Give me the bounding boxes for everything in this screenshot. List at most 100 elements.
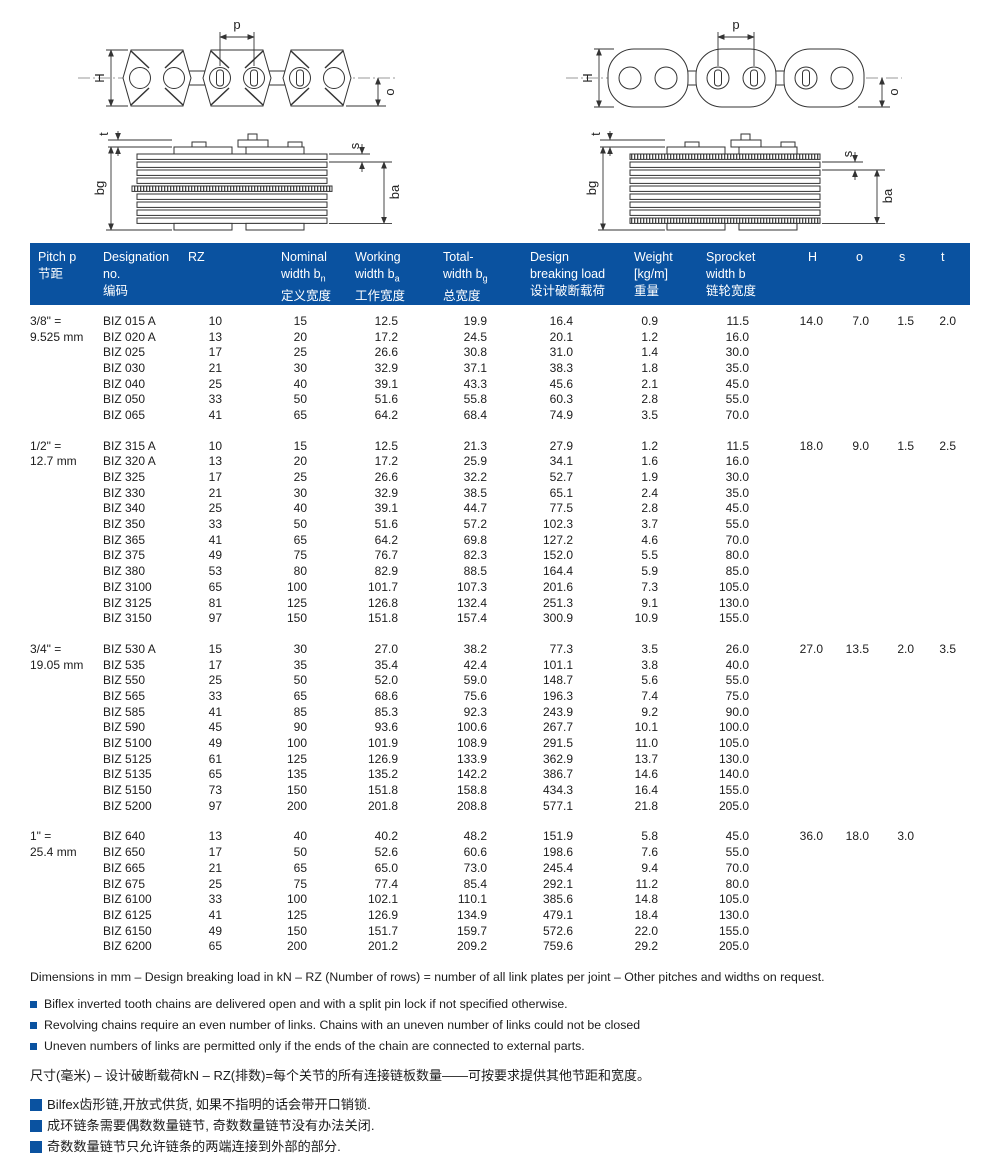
- cell-working-width: 26.6: [374, 345, 398, 360]
- cell-t: [914, 407, 956, 423]
- cell-s: [869, 735, 914, 751]
- cell-rz: 97: [208, 611, 222, 626]
- cell-pitch: [30, 907, 103, 923]
- cell-total-width: 37.1: [463, 360, 487, 375]
- cell-sprocket-width: 55.0: [725, 845, 749, 860]
- cell-rz: 45: [208, 720, 222, 735]
- cell-s: [869, 579, 914, 595]
- cell-rz: 15: [208, 641, 222, 656]
- cell-nominal-width: 40: [293, 376, 307, 391]
- cell-designation: BIZ 015 A: [103, 313, 156, 328]
- cell-weight: 16.4: [634, 783, 658, 798]
- cell-pitch: 1/2" =: [30, 438, 62, 453]
- cell-breaking-load: 16.4: [549, 313, 573, 328]
- cell-breaking-load: 34.1: [549, 454, 573, 469]
- cell-filler: [956, 532, 970, 548]
- cell-designation: BIZ 3125: [103, 595, 152, 610]
- cell-weight: 1.2: [641, 438, 658, 453]
- cell-filler: [956, 454, 970, 470]
- cell-s: [869, 844, 914, 860]
- cell-o: [823, 469, 869, 485]
- cell-t: [914, 516, 956, 532]
- cell-total-width: 142.2: [456, 767, 487, 782]
- cell-weight: 9.2: [641, 704, 658, 719]
- cell-rz: 13: [208, 454, 222, 469]
- cell-total-width: 134.9: [456, 907, 487, 922]
- cell-breaking-load: 198.6: [542, 845, 573, 860]
- cell-pitch: [30, 485, 103, 501]
- cell-t: [914, 704, 956, 720]
- cell-t: [914, 548, 956, 564]
- cell-filler: [956, 923, 970, 939]
- dim-label-o: o: [886, 88, 901, 95]
- cell-weight: 7.4: [641, 688, 658, 703]
- cell-t: [914, 844, 956, 860]
- bullet-square-icon: [30, 1098, 42, 1111]
- cell-weight: 4.6: [641, 532, 658, 547]
- cell-s: [869, 376, 914, 392]
- cell-sprocket-width: 55.0: [725, 673, 749, 688]
- dim-label-s: s: [840, 150, 855, 157]
- cell-h: [749, 891, 823, 907]
- chain-top-view: [122, 49, 352, 107]
- cell-t: [914, 485, 956, 501]
- dim-label-t: t: [96, 132, 111, 136]
- cell-sprocket-width: 55.0: [725, 392, 749, 407]
- cell-t: [914, 798, 956, 814]
- cell-filler: [956, 735, 970, 751]
- chain-stack-view: [131, 133, 333, 231]
- cell-s: [869, 360, 914, 376]
- cell-total-width: 19.9: [463, 313, 487, 328]
- cell-t: [914, 610, 956, 626]
- cell-weight: 1.2: [641, 329, 658, 344]
- cell-o: [823, 751, 869, 767]
- cell-breaking-load: 243.9: [542, 704, 573, 719]
- cell-filler: [956, 860, 970, 876]
- cell-working-width: 40.2: [374, 829, 398, 844]
- cell-designation: BIZ 6100: [103, 892, 152, 907]
- cell-h: [749, 720, 823, 736]
- cell-o: [823, 782, 869, 798]
- cell-sprocket-width: 105.0: [718, 736, 749, 751]
- dim-label-p: p: [233, 17, 240, 32]
- cell-total-width: 25.9: [463, 454, 487, 469]
- cell-pitch: [30, 579, 103, 595]
- cell-pitch: [30, 735, 103, 751]
- cell-designation: BIZ 365: [103, 532, 146, 547]
- cell-o: [823, 344, 869, 360]
- cell-nominal-width: 25: [293, 345, 307, 360]
- cell-h: 36.0: [799, 829, 823, 844]
- cell-s: [869, 938, 914, 954]
- bullet-square-icon: [30, 1119, 42, 1132]
- cell-nominal-width: 40: [293, 501, 307, 516]
- cell-designation: BIZ 650: [103, 845, 146, 860]
- cell-h: [749, 595, 823, 611]
- table-row: BIZ 030 21 30 32.9 37.1 38.3 1.8 35.0: [30, 360, 970, 376]
- cell-nominal-width: 65: [293, 532, 307, 547]
- cell-filler: [956, 407, 970, 423]
- table-row: 3/4" = BIZ 530 A 15 30 27.0 38.2 77.3 3.5 26.0 27…: [30, 641, 970, 657]
- cell-o: [823, 767, 869, 783]
- cell-designation: BIZ 3150: [103, 611, 152, 626]
- cell-t: [914, 876, 956, 892]
- cell-t: [914, 907, 956, 923]
- cell-sprocket-width: 40.0: [725, 657, 749, 672]
- cell-nominal-width: 20: [293, 329, 307, 344]
- table-row: 19.05 mm BIZ 535 17 35 35.4 42.4 101.1 3.8 40.0: [30, 657, 970, 673]
- cell-h: [749, 657, 823, 673]
- cell-filler: [956, 610, 970, 626]
- cell-breaking-load: 148.7: [542, 673, 573, 688]
- cell-h: [749, 407, 823, 423]
- cell-total-width: 60.6: [463, 845, 487, 860]
- cell-weight: 3.5: [641, 641, 658, 656]
- cell-designation: BIZ 565: [103, 688, 146, 703]
- cell-nominal-width: 100: [286, 736, 307, 751]
- cell-pitch: [30, 704, 103, 720]
- chain-top-view: [607, 48, 865, 108]
- spacer-row: [30, 626, 970, 641]
- cell-h: [749, 782, 823, 798]
- cell-h: [749, 923, 823, 939]
- chain-diagram-right: p H o t bg s ba: [566, 17, 902, 231]
- cell-sprocket-width: 75.0: [725, 688, 749, 703]
- cell-pitch: 3/8" =: [30, 313, 62, 328]
